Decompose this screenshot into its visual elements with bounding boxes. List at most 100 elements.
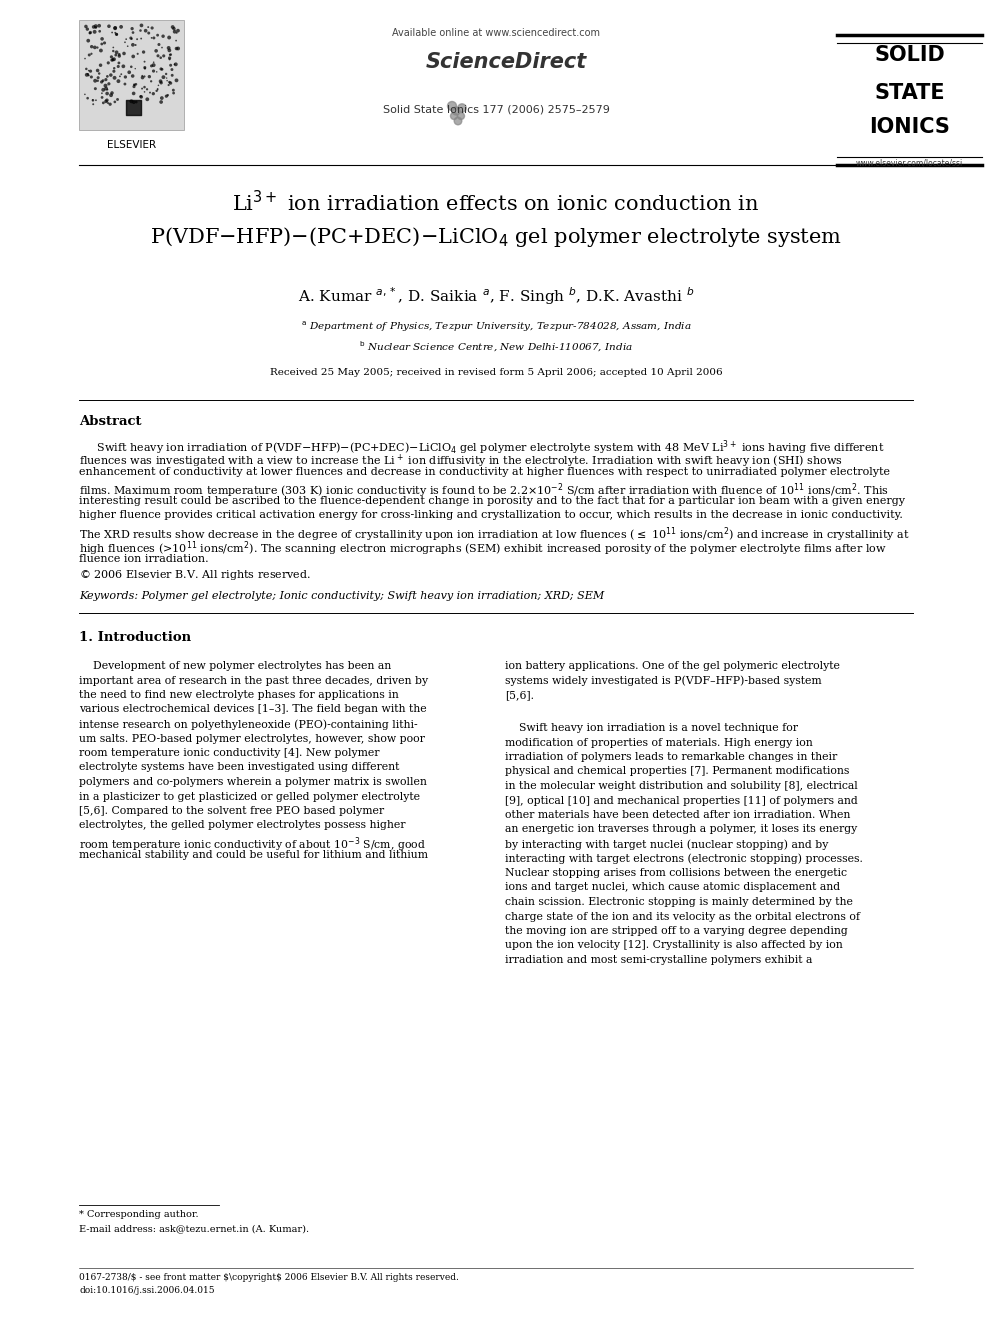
Point <box>153 91 169 112</box>
Point <box>158 64 174 85</box>
Point <box>83 44 99 65</box>
Point <box>139 89 155 110</box>
Point <box>79 19 95 40</box>
Point <box>126 83 142 105</box>
Point <box>83 66 99 87</box>
Point <box>112 66 128 87</box>
Point <box>77 48 93 69</box>
Text: higher fluence provides critical activation energy for cross-linking and crystal: higher fluence provides critical activat… <box>79 511 904 520</box>
Point <box>94 87 110 108</box>
Point <box>133 86 149 107</box>
Point <box>80 64 96 85</box>
Text: irradiation of polymers leads to remarkable changes in their: irradiation of polymers leads to remarka… <box>505 751 837 762</box>
Point <box>137 66 153 87</box>
Point <box>107 22 123 44</box>
Text: interacting with target electrons (electronic stopping) processes.: interacting with target electrons (elect… <box>505 853 863 864</box>
Point <box>126 91 142 112</box>
Point <box>149 81 165 102</box>
Point <box>143 70 159 91</box>
Point <box>161 74 177 95</box>
Text: high fluences (>10$^{11}$ ions/cm$^2$). The scanning electron micrographs (SEM) : high fluences (>10$^{11}$ ions/cm$^2$). … <box>79 540 887 558</box>
Point <box>111 44 127 65</box>
Point <box>118 29 134 50</box>
Point <box>137 77 153 98</box>
Point <box>126 74 142 95</box>
Text: other materials have been detected after ion irradiation. When: other materials have been detected after… <box>505 810 850 820</box>
Point <box>153 73 169 94</box>
Point <box>168 54 184 75</box>
Point <box>134 15 150 36</box>
Point <box>125 22 141 44</box>
Point <box>88 90 104 111</box>
Point <box>96 32 112 53</box>
Point <box>87 78 103 99</box>
Text: modification of properties of materials. High energy ion: modification of properties of materials.… <box>505 737 812 747</box>
Text: Swift heavy ion irradiation of P(VDF$-$HFP)$-$(PC+DEC)$-$LiClO$_4$ gel polymer e: Swift heavy ion irradiation of P(VDF$-$H… <box>79 438 885 456</box>
Point <box>109 89 125 110</box>
Point <box>105 41 121 62</box>
Point <box>144 17 160 38</box>
Point <box>150 79 166 101</box>
Point <box>93 40 109 61</box>
Point <box>117 66 133 87</box>
Text: the need to find new electrolyte phases for applications in: the need to find new electrolyte phases … <box>79 691 399 700</box>
Text: * Corresponding author.: * Corresponding author. <box>79 1211 199 1218</box>
Text: chain scission. Electronic stopping is mainly determined by the: chain scission. Electronic stopping is m… <box>505 897 853 908</box>
Point <box>101 73 117 94</box>
Text: ScienceDirect: ScienceDirect <box>426 52 586 71</box>
Point <box>137 81 153 102</box>
Point <box>169 38 185 60</box>
Point <box>106 49 122 70</box>
Text: various electrochemical devices [1–3]. The field began with the: various electrochemical devices [1–3]. T… <box>79 705 427 714</box>
Point <box>81 45 97 66</box>
Point <box>142 82 158 103</box>
Point <box>154 37 170 58</box>
Point <box>87 37 103 58</box>
Text: important area of research in the past three decades, driven by: important area of research in the past t… <box>79 676 429 685</box>
Point <box>166 79 182 101</box>
Point <box>140 16 156 37</box>
Point <box>146 52 162 73</box>
Point <box>78 65 94 86</box>
Point <box>127 58 143 79</box>
Text: E-mail address: ask@tezu.ernet.in (A. Kumar).: E-mail address: ask@tezu.ernet.in (A. Ku… <box>79 1224 310 1233</box>
Point <box>136 41 152 62</box>
Point <box>93 71 109 93</box>
Point <box>90 70 106 91</box>
Text: physical and chemical properties [7]. Permanent modifications: physical and chemical properties [7]. Pe… <box>505 766 849 777</box>
Point <box>78 16 94 37</box>
Point <box>117 32 133 53</box>
Point <box>159 67 175 89</box>
Text: an energetic ion traverses through a polymer, it loses its energy: an energetic ion traverses through a pol… <box>505 824 857 835</box>
Text: Received 25 May 2005; received in revised form 5 April 2006; accepted 10 April 2: Received 25 May 2005; received in revise… <box>270 368 722 377</box>
Text: Development of new polymer electrolytes has been an: Development of new polymer electrolytes … <box>79 662 392 671</box>
Text: charge state of the ion and its velocity as the orbital electrons of: charge state of the ion and its velocity… <box>505 912 860 922</box>
Point <box>98 69 114 90</box>
Text: $^{\mathrm{b}}$ Nuclear Science Centre, New Delhi-110067, India: $^{\mathrm{b}}$ Nuclear Science Centre, … <box>359 340 633 355</box>
Text: electrolytes, the gelled polymer electrolytes possess higher: electrolytes, the gelled polymer electro… <box>79 820 406 831</box>
Point <box>102 94 118 115</box>
Point <box>123 56 139 77</box>
Point <box>123 28 139 49</box>
Point <box>106 67 122 89</box>
Text: Keywords: Polymer gel electrolyte; Ionic conductivity; Swift heavy ion irradiati: Keywords: Polymer gel electrolyte; Ionic… <box>79 591 604 601</box>
Point <box>162 49 178 70</box>
Point <box>100 93 116 114</box>
Point <box>82 22 98 44</box>
Point <box>106 58 122 79</box>
Point <box>159 70 175 91</box>
Text: interesting result could be ascribed to the fluence-dependent change in porosity: interesting result could be ascribed to … <box>79 496 906 505</box>
Point <box>128 34 144 56</box>
Point <box>91 21 107 42</box>
Point <box>100 53 116 74</box>
Point <box>141 22 157 44</box>
Point <box>156 45 172 66</box>
Text: mechanical stability and could be useful for lithium and lithium: mechanical stability and could be useful… <box>79 849 429 860</box>
Point <box>162 44 178 65</box>
Point <box>135 67 151 89</box>
Point <box>115 56 131 77</box>
Point <box>109 42 125 64</box>
Text: Solid State Ionics 177 (2006) 2575–2579: Solid State Ionics 177 (2006) 2575–2579 <box>383 105 609 115</box>
Point <box>83 36 99 57</box>
Point <box>144 56 160 77</box>
